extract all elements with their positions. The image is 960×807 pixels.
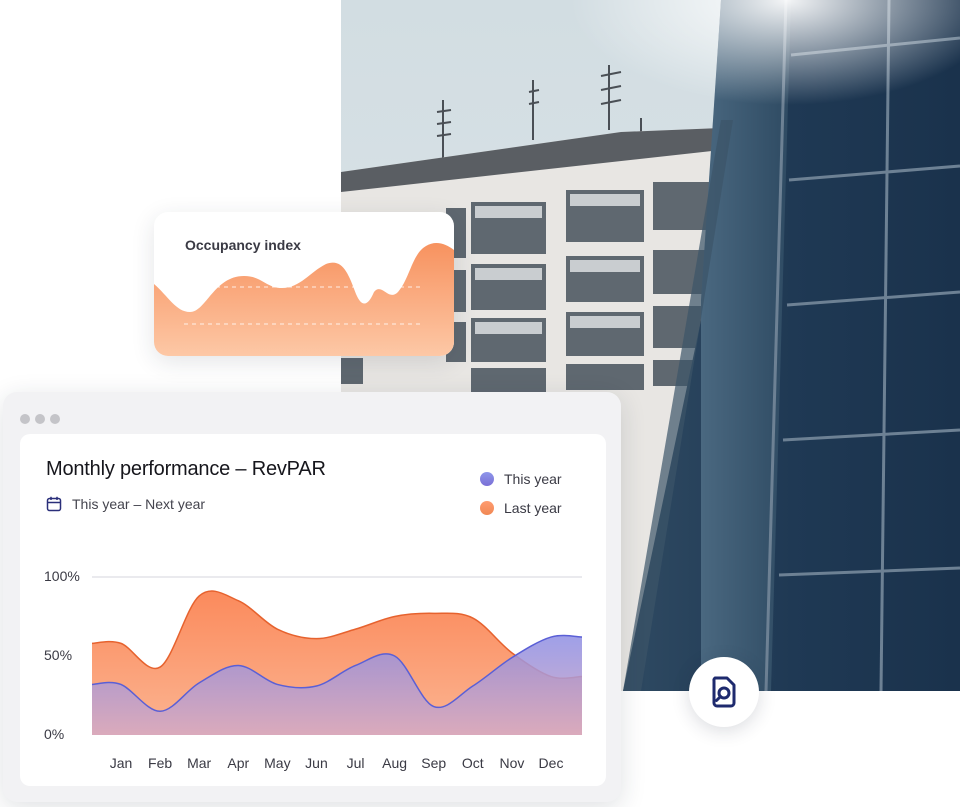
x-tick-jul: Jul bbox=[347, 755, 365, 771]
calendar-icon bbox=[46, 496, 62, 512]
occupancy-area bbox=[154, 243, 454, 356]
window-dot-maximize[interactable] bbox=[50, 414, 60, 424]
x-tick-apr: Apr bbox=[227, 755, 249, 771]
occupancy-card-title: Occupancy index bbox=[185, 237, 301, 253]
hotel-building-photo bbox=[341, 0, 960, 691]
x-tick-nov: Nov bbox=[499, 755, 524, 771]
x-tick-jan: Jan bbox=[110, 755, 133, 771]
occupancy-index-card: Occupancy index bbox=[154, 212, 454, 356]
y-tick-50: 50% bbox=[44, 647, 72, 663]
x-tick-oct: Oct bbox=[462, 755, 484, 771]
window-controls bbox=[20, 414, 60, 424]
occupancy-mini-chart bbox=[154, 243, 454, 356]
revpar-area-chart: 100% 50% 0% Jan Feb Mar Apr May Jun Jul Aug Sep O… bbox=[44, 568, 583, 771]
legend-swatch-last-year bbox=[480, 500, 494, 515]
chart-legend: This year Last year bbox=[480, 464, 562, 522]
date-range-label: This year – Next year bbox=[72, 496, 206, 512]
series-line-last-year bbox=[91, 590, 583, 680]
series-area-this-year bbox=[92, 635, 582, 735]
x-tick-dec: Dec bbox=[539, 755, 564, 771]
legend-item-last-year[interactable]: Last year bbox=[480, 493, 562, 522]
x-tick-mar: Mar bbox=[187, 755, 211, 771]
legend-item-this-year[interactable]: This year bbox=[480, 464, 562, 493]
x-tick-feb: Feb bbox=[148, 755, 172, 771]
x-tick-aug: Aug bbox=[382, 755, 407, 771]
legend-label-this-year: This year bbox=[504, 470, 562, 487]
revpar-panel: Monthly performance – RevPAR This year –… bbox=[20, 434, 606, 786]
document-search-icon bbox=[712, 676, 736, 708]
dashboard-window: Monthly performance – RevPAR This year –… bbox=[3, 392, 621, 802]
x-axis-ticks: Jan Feb Mar Apr May Jun Jul Aug Sep Oct Nov Dec bbox=[110, 755, 564, 771]
window-dot-close[interactable] bbox=[20, 414, 30, 424]
date-range-selector[interactable]: This year – Next year bbox=[46, 496, 205, 512]
document-search-badge[interactable] bbox=[689, 657, 759, 727]
legend-label-last-year: Last year bbox=[504, 499, 562, 516]
x-tick-may: May bbox=[264, 755, 290, 771]
series-line-this-year bbox=[91, 634, 583, 713]
panel-title: Monthly performance – RevPAR bbox=[46, 458, 326, 480]
x-tick-jun: Jun bbox=[305, 755, 328, 771]
y-tick-0: 0% bbox=[44, 726, 64, 742]
y-tick-100: 100% bbox=[44, 568, 80, 584]
legend-swatch-this-year bbox=[480, 471, 494, 486]
window-dot-minimize[interactable] bbox=[35, 414, 45, 424]
x-tick-sep: Sep bbox=[421, 755, 446, 771]
